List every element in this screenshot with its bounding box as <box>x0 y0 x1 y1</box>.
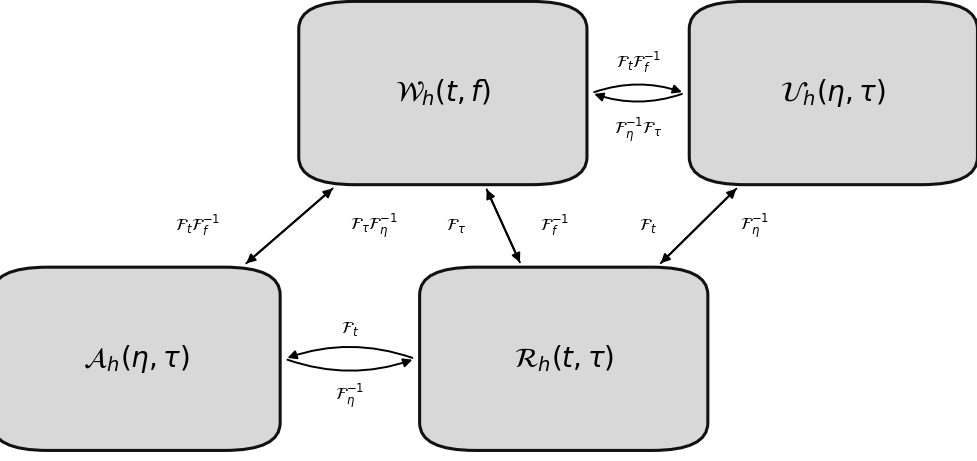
FancyArrowPatch shape <box>247 189 332 262</box>
Text: $\mathcal{U}_h(\eta,\tau)$: $\mathcal{U}_h(\eta,\tau)$ <box>780 77 885 109</box>
Text: $\mathcal{F}_f^{-1}$: $\mathcal{F}_f^{-1}$ <box>540 213 569 238</box>
FancyArrowPatch shape <box>661 189 736 262</box>
Text: $\mathcal{F}_{\eta}^{-1}$: $\mathcal{F}_{\eta}^{-1}$ <box>335 382 364 410</box>
FancyBboxPatch shape <box>298 1 586 185</box>
FancyArrowPatch shape <box>596 94 681 101</box>
FancyBboxPatch shape <box>0 267 279 450</box>
Text: $\mathcal{F}_{\eta}^{-1}\mathcal{F}_{\tau}$: $\mathcal{F}_{\eta}^{-1}\mathcal{F}_{\ta… <box>614 116 661 144</box>
FancyBboxPatch shape <box>689 1 976 185</box>
Text: $\mathcal{F}_t\mathcal{F}_f^{-1}$: $\mathcal{F}_t\mathcal{F}_f^{-1}$ <box>615 50 660 75</box>
Text: $\mathcal{A}_h(\eta,\tau)$: $\mathcal{A}_h(\eta,\tau)$ <box>83 343 190 375</box>
FancyArrowPatch shape <box>287 360 410 371</box>
FancyArrowPatch shape <box>594 84 679 93</box>
FancyArrowPatch shape <box>289 347 412 358</box>
Text: $\mathcal{F}_{\eta}^{-1}$: $\mathcal{F}_{\eta}^{-1}$ <box>740 212 769 240</box>
FancyArrowPatch shape <box>487 191 520 262</box>
Text: $\mathcal{F}_{\tau}$: $\mathcal{F}_{\tau}$ <box>446 217 466 235</box>
Text: $\mathcal{W}_h(t,f)$: $\mathcal{W}_h(t,f)$ <box>395 77 490 108</box>
Text: $\mathcal{F}_t$: $\mathcal{F}_t$ <box>638 217 656 235</box>
FancyArrowPatch shape <box>660 190 734 263</box>
FancyArrowPatch shape <box>246 190 330 263</box>
Text: $\mathcal{F}_t\mathcal{F}_f^{-1}$: $\mathcal{F}_t\mathcal{F}_f^{-1}$ <box>174 213 220 238</box>
FancyBboxPatch shape <box>419 267 707 450</box>
Text: $\mathcal{F}_t$: $\mathcal{F}_t$ <box>341 320 359 338</box>
FancyArrowPatch shape <box>487 189 519 260</box>
Text: $\mathcal{F}_{\tau}\mathcal{F}_{\eta}^{-1}$: $\mathcal{F}_{\tau}\mathcal{F}_{\eta}^{-… <box>350 212 397 240</box>
Text: $\mathcal{R}_h(t,\tau)$: $\mathcal{R}_h(t,\tau)$ <box>513 343 614 374</box>
